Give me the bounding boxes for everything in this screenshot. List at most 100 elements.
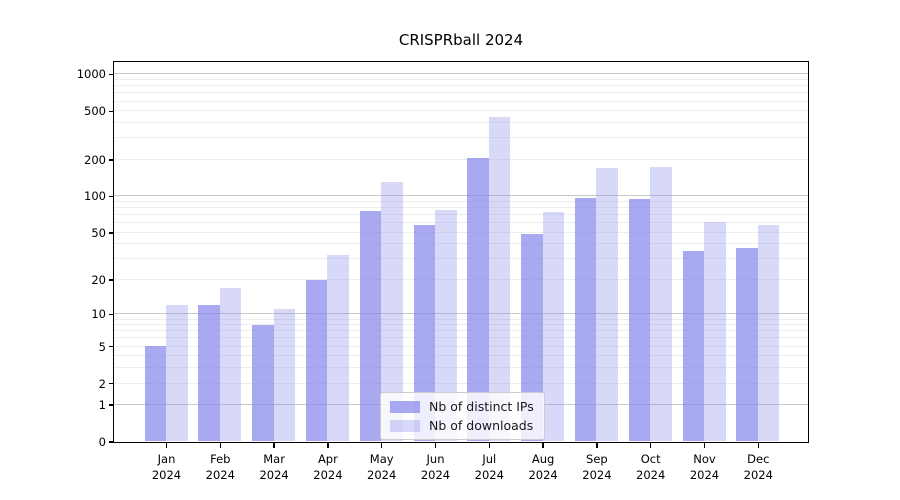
bar-downloads-aug xyxy=(542,211,565,441)
y-tick-mark xyxy=(108,382,113,385)
x-tick-mark xyxy=(757,443,759,448)
minor-gridline xyxy=(114,318,808,320)
y-tick-mark xyxy=(108,159,113,161)
minor-gridline xyxy=(114,137,808,139)
major-gridline xyxy=(114,73,808,75)
bar-ips-jan xyxy=(144,346,166,441)
bar-downloads-nov xyxy=(704,221,726,441)
legend-item: Nb of distinct IPs xyxy=(390,399,534,414)
minor-gridline xyxy=(114,279,808,281)
minor-gridline xyxy=(114,337,808,339)
legend: Nb of distinct IPs Nb of downloads xyxy=(380,392,545,440)
x-tick-year: 2024 xyxy=(151,468,182,482)
legend-swatch-downloads xyxy=(390,419,420,432)
minor-gridline xyxy=(114,122,808,124)
x-tick-year: 2024 xyxy=(582,468,612,482)
minor-gridline xyxy=(114,330,808,332)
bar-ips-jul xyxy=(467,158,489,441)
y-tick-mark xyxy=(108,73,113,76)
x-tick-year: 2024 xyxy=(259,468,289,482)
x-tick-label-oct: Oct 2024 xyxy=(621,451,681,483)
minor-gridline xyxy=(114,222,808,224)
x-tick-label-dec: Dec 2024 xyxy=(728,451,788,483)
x-tick-year: 2024 xyxy=(474,468,504,482)
x-tick-year: 2024 xyxy=(528,468,558,482)
plot-area: Nb of distinct IPs Nb of downloads xyxy=(113,61,809,443)
bar-ips-nov xyxy=(682,250,704,441)
y-tick-label: 500 xyxy=(84,104,106,119)
legend-item: Nb of downloads xyxy=(390,418,534,433)
major-gridline xyxy=(114,195,808,197)
bar-downloads-may xyxy=(381,182,403,441)
bar-downloads-jul xyxy=(488,116,511,441)
bar-ips-feb xyxy=(198,305,220,441)
y-tick-mark xyxy=(108,345,113,348)
bar-downloads-oct xyxy=(650,167,672,441)
x-tick-year: 2024 xyxy=(743,468,773,482)
y-tick-label: 100 xyxy=(84,189,106,204)
minor-gridline xyxy=(114,201,808,203)
x-tick-label-jul: Jul 2024 xyxy=(459,451,519,483)
x-tick-year: 2024 xyxy=(636,468,666,482)
minor-gridline xyxy=(114,110,808,112)
y-tick-mark xyxy=(108,195,113,198)
bar-ips-oct xyxy=(628,199,651,441)
x-tick-label-feb: Feb 2024 xyxy=(190,451,250,483)
minor-gridline xyxy=(114,92,808,94)
x-tick-label-sep: Sep 2024 xyxy=(567,451,627,483)
y-tick-label: 20 xyxy=(91,273,106,288)
x-tick-mark xyxy=(273,443,275,448)
minor-gridline xyxy=(114,243,808,245)
minor-gridline xyxy=(114,85,808,87)
y-tick-label: 1000 xyxy=(76,67,106,82)
x-tick-label-jun: Jun 2024 xyxy=(406,451,466,483)
bar-downloads-mar xyxy=(273,309,296,441)
x-tick-mark xyxy=(596,443,598,448)
minor-gridline xyxy=(114,214,808,216)
bar-downloads-dec xyxy=(757,224,780,441)
bar-ips-mar xyxy=(252,324,274,441)
y-tick-mark xyxy=(108,110,113,112)
x-tick-label-apr: Apr 2024 xyxy=(298,451,358,483)
x-tick-year: 2024 xyxy=(420,468,451,482)
y-tick-mark xyxy=(108,404,113,406)
bar-downloads-sep xyxy=(596,167,618,441)
y-tick-mark xyxy=(108,313,113,316)
x-tick-label-jan: Jan 2024 xyxy=(137,451,197,483)
minor-gridline xyxy=(114,345,808,347)
x-tick-year: 2024 xyxy=(689,468,720,482)
bar-downloads-jun xyxy=(435,210,457,441)
y-tick-label: 1 xyxy=(98,398,106,413)
x-tick-mark xyxy=(219,443,221,448)
y-tick-label: 0 xyxy=(98,435,106,449)
bar-ips-apr xyxy=(305,279,328,441)
x-tick-mark xyxy=(381,443,383,448)
x-tick-mark xyxy=(542,443,544,448)
minor-gridline xyxy=(114,158,808,160)
x-tick-year: 2024 xyxy=(313,468,343,482)
y-tick-mark xyxy=(108,232,113,234)
x-tick-label-may: May 2024 xyxy=(352,451,412,483)
y-tick-label: 2 xyxy=(98,376,106,391)
minor-gridline xyxy=(114,207,808,209)
minor-gridline xyxy=(114,382,808,384)
x-tick-mark xyxy=(488,443,490,448)
minor-gridline xyxy=(114,355,808,357)
x-tick-label-mar: Mar 2024 xyxy=(244,451,304,483)
y-tick-mark xyxy=(108,441,113,443)
bar-ips-may xyxy=(359,211,382,441)
x-tick-mark xyxy=(327,443,329,448)
minor-gridline xyxy=(114,79,808,81)
bar-ips-aug xyxy=(521,234,543,441)
y-tick-label: 10 xyxy=(91,307,106,322)
bar-ips-dec xyxy=(736,247,758,441)
legend-label: Nb of downloads xyxy=(429,418,534,433)
x-tick-mark xyxy=(703,443,706,448)
y-tick-label: 5 xyxy=(98,339,106,354)
x-tick-label-aug: Aug 2024 xyxy=(513,451,573,483)
legend-label: Nb of distinct IPs xyxy=(429,399,534,414)
minor-gridline xyxy=(114,258,808,260)
minor-gridline xyxy=(114,231,808,233)
bar-ips-sep xyxy=(574,198,597,441)
